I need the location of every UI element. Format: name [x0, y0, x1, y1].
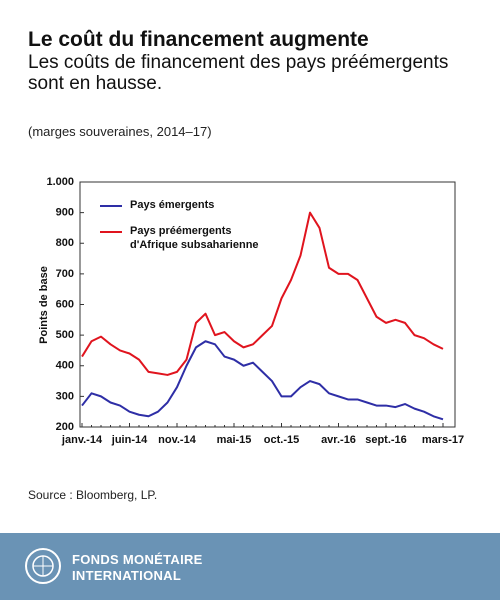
series-line: [81, 211, 444, 376]
x-tick-label: nov.-14: [158, 434, 197, 446]
logo: [25, 548, 61, 584]
y-tick-label: 500: [56, 329, 74, 341]
x-tick-label: mars-17: [422, 434, 464, 446]
source: Source : Bloomberg, LP.: [28, 488, 158, 502]
y-tick-label: 600: [56, 298, 74, 310]
plot-frame: [79, 181, 456, 428]
org-name: FONDS MONÉTAIRE: [72, 552, 203, 567]
legend-label: Pays émergents: [130, 199, 215, 211]
x-tick-label: mai-15: [217, 434, 252, 446]
y-tick-label: 800: [56, 237, 74, 249]
org-name: INTERNATIONAL: [72, 568, 182, 583]
y-tick-label: 1.000: [46, 176, 74, 188]
note: (marges souveraines, 2014–17): [28, 124, 212, 139]
subtitle: Les coûts de financement des pays prééme…: [28, 52, 449, 94]
legend-label: Pays préémergents d'Afrique subsaharienn…: [130, 225, 259, 251]
x-tick-label: janv.-14: [61, 434, 103, 446]
y-tick-label: 200: [56, 421, 74, 433]
x-tick-label: juin-14: [111, 434, 148, 446]
x-tick-label: avr.-16: [321, 434, 356, 446]
x-tick-label: oct.-15: [264, 434, 299, 446]
y-tick-label: 700: [56, 268, 74, 280]
footer-band: FONDS MONÉTAIRE INTERNATIONAL: [0, 533, 500, 600]
x-tick-label: sept.-16: [365, 434, 407, 446]
y-tick-label: 400: [56, 360, 74, 372]
chart: Points de base 200 300 400 500 600 700 800 900 1…: [38, 176, 464, 446]
legend-swatch: [100, 205, 122, 207]
legend-swatch: [100, 231, 122, 233]
y-axis-label: Points de base: [38, 266, 50, 344]
y-tick-label: 900: [56, 207, 74, 219]
title: Le coût du financement augmente: [28, 28, 369, 51]
series-line: [81, 340, 444, 421]
y-tick-label: 300: [56, 390, 74, 402]
